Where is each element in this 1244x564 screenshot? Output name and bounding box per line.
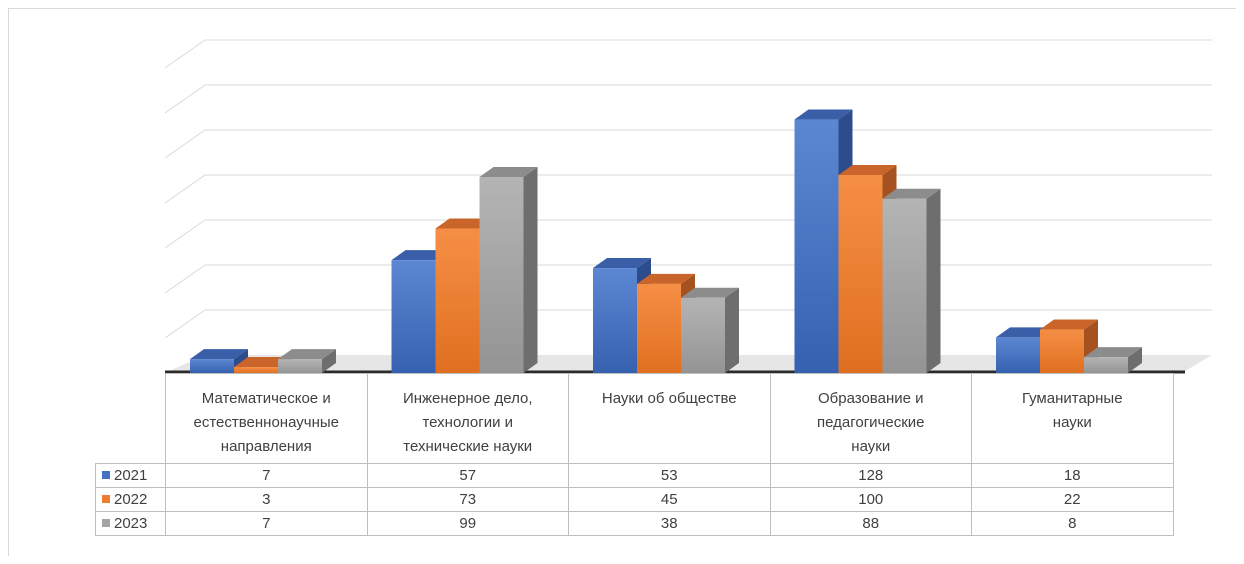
category-label: Науки об обществе: [569, 374, 771, 464]
table-row: 2021 7 57 53 128 18: [96, 464, 1174, 488]
bar-front: [795, 120, 839, 373]
data-value-cell: 57: [367, 464, 569, 488]
table-row: 2023 7 99 38 88 8: [96, 512, 1174, 536]
category-label-line: науки: [972, 411, 1173, 435]
legend-label: 2023: [114, 515, 147, 532]
category-label-line: Инженерное дело,: [368, 387, 569, 411]
gridline-side: [165, 265, 205, 293]
category-label-line: Образование и: [771, 387, 972, 411]
category-label-line: педагогические: [771, 411, 972, 435]
legend-swatch: [102, 519, 110, 527]
bar-front: [883, 199, 927, 373]
category-label: Математическое и естественнонаучные направ…: [166, 374, 368, 464]
bars: [190, 110, 1142, 373]
data-value-cell: 73: [367, 488, 569, 512]
category-label-line: технологии и: [368, 411, 569, 435]
data-value-cell: 53: [569, 464, 771, 488]
data-value-cell: 45: [569, 488, 771, 512]
data-value-cell: 99: [367, 512, 569, 536]
data-value-cell: 3: [166, 488, 368, 512]
legend-entry: 2022: [96, 488, 166, 512]
bar-front: [637, 284, 681, 373]
bar-front: [996, 337, 1040, 373]
bar: [883, 189, 941, 373]
legend-entry: 2023: [96, 512, 166, 536]
category-label: Образование и педагогические науки: [770, 374, 972, 464]
bar-front: [436, 228, 480, 373]
category-label-line: науки: [771, 435, 972, 459]
gridline-side: [165, 130, 205, 158]
bar-front: [1084, 357, 1128, 373]
bar: [1084, 347, 1142, 373]
legend-label: 2021: [114, 467, 147, 484]
data-table: Математическое и естественнонаучные направ…: [95, 373, 1174, 536]
data-value-cell: 8: [972, 512, 1174, 536]
bar-front: [392, 260, 436, 373]
category-label-line: Науки об обществе: [569, 387, 770, 411]
bar-front: [278, 359, 322, 373]
category-label-line: технические науки: [368, 435, 569, 459]
bar-side: [927, 189, 941, 373]
bar-front: [681, 298, 725, 373]
data-value-cell: 88: [770, 512, 972, 536]
category-label: Инженерное дело, технологии и технические …: [367, 374, 569, 464]
table-row: 2022 3 73 45 100 22: [96, 488, 1174, 512]
bar-front: [1040, 329, 1084, 373]
bar-front: [839, 175, 883, 373]
gridline-side: [165, 175, 205, 203]
bar-side: [725, 288, 739, 373]
data-value-cell: 7: [166, 464, 368, 488]
gridline-side: [165, 220, 205, 248]
data-value-cell: 38: [569, 512, 771, 536]
bar-front: [190, 359, 234, 373]
bar-front: [593, 268, 637, 373]
data-value-cell: 100: [770, 488, 972, 512]
gridline-side: [165, 85, 205, 113]
legend-swatch: [102, 495, 110, 503]
category-label: Гуманитарные науки: [972, 374, 1174, 464]
data-value-cell: 22: [972, 488, 1174, 512]
category-label-line: Гуманитарные: [972, 387, 1173, 411]
bar-side: [524, 167, 538, 373]
bar: [480, 167, 538, 373]
legend-entry: 2021: [96, 464, 166, 488]
legend-label: 2022: [114, 491, 147, 508]
data-value-cell: 128: [770, 464, 972, 488]
legend-swatch: [102, 471, 110, 479]
data-value-cell: 7: [166, 512, 368, 536]
bar: [681, 288, 739, 373]
bar-chart-3d: [0, 0, 1244, 380]
gridline-side: [165, 40, 205, 68]
data-value-cell: 18: [972, 464, 1174, 488]
table-corner: [96, 374, 166, 464]
gridline-side: [165, 310, 205, 338]
category-label-line: направления: [166, 435, 367, 459]
category-label-line: естественнонаучные: [166, 411, 367, 435]
bar-front: [480, 177, 524, 373]
category-label-line: Математическое и: [166, 387, 367, 411]
